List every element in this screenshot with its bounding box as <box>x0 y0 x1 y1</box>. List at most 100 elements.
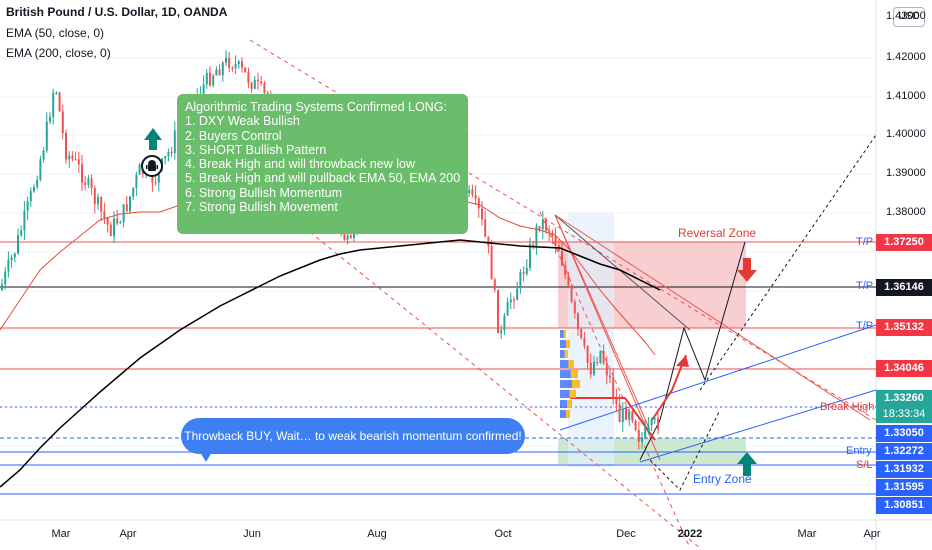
note-item: 3. SHORT Bullish Pattern <box>185 142 327 157</box>
candle-body <box>74 158 77 160</box>
down-arrow-icon <box>737 258 757 282</box>
candle-body <box>100 197 103 212</box>
candle-body <box>474 194 477 199</box>
time-tick: Apr <box>863 528 881 540</box>
candle-body <box>55 92 58 94</box>
entry-zone-label: Entry Zone <box>693 472 752 486</box>
candle-body <box>215 69 218 76</box>
indicator-ema50-label[interactable]: EMA (50, close, 0) <box>6 26 105 40</box>
candle-body <box>346 235 349 240</box>
candle-body <box>234 64 237 69</box>
candle-body <box>170 152 173 154</box>
candle-body <box>13 253 16 258</box>
candle-body <box>173 130 176 154</box>
candle-body <box>589 362 592 375</box>
candle-body <box>522 272 525 274</box>
candle-body <box>103 211 106 219</box>
price-label-ema50: 1.34046 <box>876 360 932 377</box>
candle-body <box>84 182 87 185</box>
candle-body <box>205 72 208 85</box>
candle-body <box>650 419 653 426</box>
candle-body <box>583 337 586 346</box>
candle-body <box>343 230 346 240</box>
volume-bar-up <box>560 390 570 398</box>
candle-body <box>615 397 618 404</box>
candle-body <box>167 152 170 157</box>
candle-body <box>644 427 647 438</box>
candle-body <box>231 67 234 69</box>
throwback-callout[interactable]: Throwback BUY, Wait… to weak bearish mom… <box>181 418 525 454</box>
time-tick: Jun <box>243 528 261 540</box>
time-tick: Aug <box>367 528 387 540</box>
note-item: 7. Strong Bullish Movement <box>185 200 338 215</box>
note-item: 1. DXY Weak Bullish <box>185 114 300 129</box>
price-label-tp3: 1.35132 <box>876 319 932 336</box>
price-label-entry: 1.32272 <box>876 443 932 460</box>
candle-body <box>116 218 119 224</box>
candle-body <box>1 284 3 290</box>
candle-body <box>532 244 535 246</box>
candle-body <box>516 288 519 301</box>
candle-body <box>42 150 45 160</box>
volume-bar-down <box>564 350 568 358</box>
price-label-sl: 1.31932 <box>876 461 932 478</box>
candle-body <box>503 315 506 331</box>
candle-body <box>263 83 266 94</box>
price-tick: 1.38000 <box>886 206 926 218</box>
candle-body <box>605 363 608 376</box>
candle-body <box>132 187 135 197</box>
candle-body <box>58 92 61 112</box>
candle-body <box>106 218 109 225</box>
candle-body <box>621 408 624 423</box>
candle-body <box>138 164 141 175</box>
candle-body <box>93 188 96 204</box>
note-item: 4. Break High and will throwback new low <box>185 157 415 172</box>
price-label-current: 1.33260 <box>876 390 932 407</box>
candle-body <box>109 224 112 237</box>
robot-icon <box>141 155 163 177</box>
candle-body <box>61 111 64 134</box>
candle-body <box>29 191 32 202</box>
candle-body <box>135 174 138 188</box>
strategy-note[interactable]: Algorithmic Trading Systems Confirmed LO… <box>177 94 468 234</box>
candle-body <box>593 362 595 375</box>
candle-body <box>625 408 627 420</box>
volume-bar-down <box>566 340 570 348</box>
volume-bar-down <box>563 330 566 338</box>
candle-body <box>634 420 637 430</box>
tp-label: T/P <box>856 280 874 292</box>
candle-body <box>81 164 83 183</box>
note-title: Algorithmic Trading Systems Confirmed LO… <box>185 100 447 114</box>
volume-profile <box>560 330 580 418</box>
candle-body <box>71 155 74 159</box>
candle-body <box>39 159 42 180</box>
candle-body <box>225 57 227 63</box>
candle-body <box>129 196 131 212</box>
candle-body <box>349 235 352 238</box>
candle-body <box>77 159 80 165</box>
tp-label: T/P <box>856 236 874 248</box>
volume-bar-up <box>560 400 568 408</box>
candle-body <box>209 72 211 86</box>
candle-body <box>567 275 570 286</box>
candle-body <box>97 197 99 204</box>
candle-body <box>468 189 471 194</box>
candle-body <box>471 189 474 195</box>
candle-body <box>612 377 615 398</box>
indicator-ema200-label[interactable]: EMA (200, close, 0) <box>6 46 111 60</box>
candle-body <box>52 92 55 117</box>
volume-bar-down <box>572 380 580 388</box>
break-high-label: Break High <box>820 401 875 413</box>
price-label-ema200: 1.36146 <box>876 279 932 296</box>
time-tick: Oct <box>494 528 512 540</box>
currency-button[interactable]: USD <box>893 7 925 27</box>
price-tick: 1.40000 <box>886 128 926 140</box>
time-tick: Mar <box>797 528 817 540</box>
price-tick: 1.39000 <box>886 167 926 179</box>
candle-body <box>513 299 515 301</box>
volume-bar-up <box>560 350 565 358</box>
price-tick: 1.42000 <box>886 51 926 63</box>
candle-body <box>481 208 483 220</box>
candle-body <box>154 182 157 184</box>
